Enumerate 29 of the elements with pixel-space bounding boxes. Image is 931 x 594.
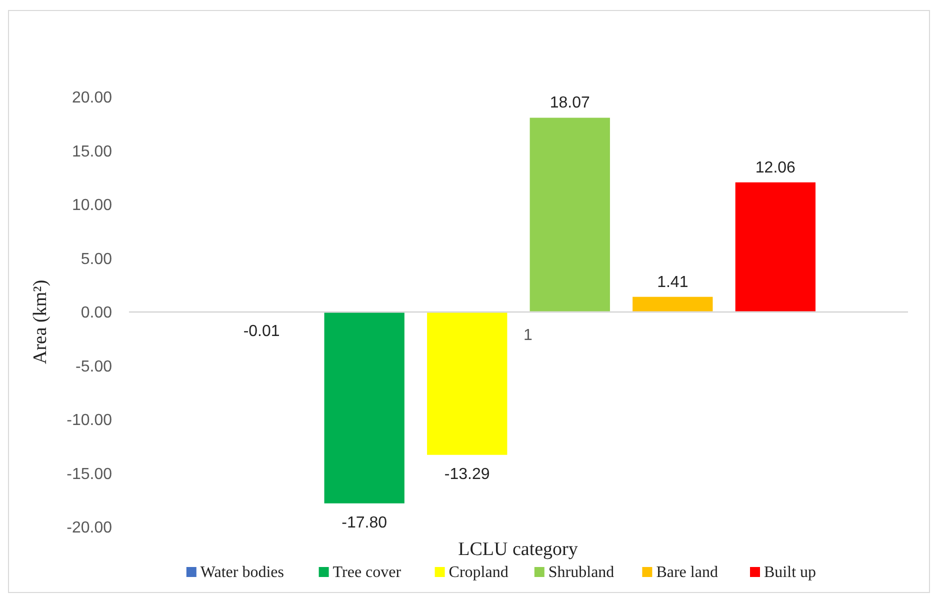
legend-label: Water bodies <box>200 564 284 581</box>
y-tick-label: 10.00 <box>72 197 112 214</box>
x-axis-title: LCLU category <box>458 539 578 560</box>
data-label: -0.01 <box>243 323 280 340</box>
data-label: 18.07 <box>550 94 590 112</box>
y-tick-label: 0.00 <box>80 304 112 322</box>
y-tick-label: -20.00 <box>66 520 112 537</box>
bar <box>735 182 816 312</box>
y-tick-label: 15.00 <box>72 143 112 160</box>
legend-label: Tree cover <box>332 564 402 581</box>
data-label: -13.29 <box>444 466 490 483</box>
bar <box>427 312 508 455</box>
y-tick-label: -10.00 <box>66 412 112 430</box>
data-label: -17.80 <box>342 514 388 532</box>
y-tick-label: 5.00 <box>80 250 112 268</box>
data-label: 1.41 <box>657 274 688 291</box>
y-tick-label: -5.00 <box>76 358 112 376</box>
legend-label: Bare land <box>656 564 718 581</box>
data-label: 12.06 <box>755 159 796 176</box>
legend-label: Cropland <box>448 564 508 581</box>
y-tick-label: -15.00 <box>66 466 112 483</box>
bar <box>324 312 404 504</box>
bar <box>632 296 713 312</box>
y-axis-title: Area (km²) <box>30 280 51 364</box>
legend-label: Shrubland <box>548 564 614 581</box>
bar <box>530 118 610 312</box>
x-tick-label: 1 <box>524 327 532 344</box>
legend-label: Built up <box>764 564 816 581</box>
y-tick-label: 20.00 <box>72 90 112 107</box>
